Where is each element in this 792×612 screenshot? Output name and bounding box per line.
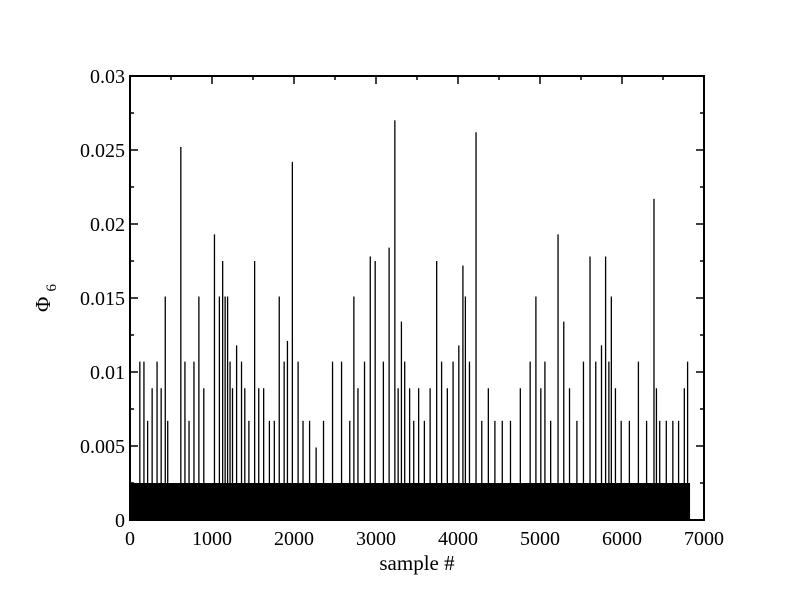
x-tick-label: 7000	[684, 528, 724, 550]
y-tick-label: 0.03	[90, 66, 125, 88]
x-tick-label: 6000	[602, 528, 642, 550]
y-tick-label: 0.02	[90, 214, 125, 236]
y-tick-label: 0	[115, 510, 125, 532]
x-tick-label: 1000	[192, 528, 232, 550]
x-tick-label: 5000	[520, 528, 560, 550]
bar-series	[130, 120, 691, 520]
y-axis-label-main: Φ	[31, 297, 55, 312]
x-tick-label: 0	[125, 528, 135, 550]
x-tick-label: 4000	[438, 528, 478, 550]
plot-frame	[129, 75, 705, 521]
y-tick-label: 0.025	[80, 140, 125, 162]
y-tick-label: 0.01	[90, 362, 125, 384]
x-tick-label: 3000	[356, 528, 396, 550]
axis-ticks	[129, 75, 705, 521]
y-tick-label: 0.005	[80, 436, 125, 458]
x-axis-label: sample #	[379, 551, 455, 575]
y-axis-label: Φ 6	[31, 283, 60, 312]
x-tick-label: 2000	[274, 528, 314, 550]
y-tick-label: 0.015	[80, 288, 125, 310]
y-axis-label-subscript: 6	[44, 283, 60, 291]
tick-labels: 0 1000 2000 3000 4000 5000 6000 7000 0 0.005 0.01 0…	[80, 66, 724, 550]
